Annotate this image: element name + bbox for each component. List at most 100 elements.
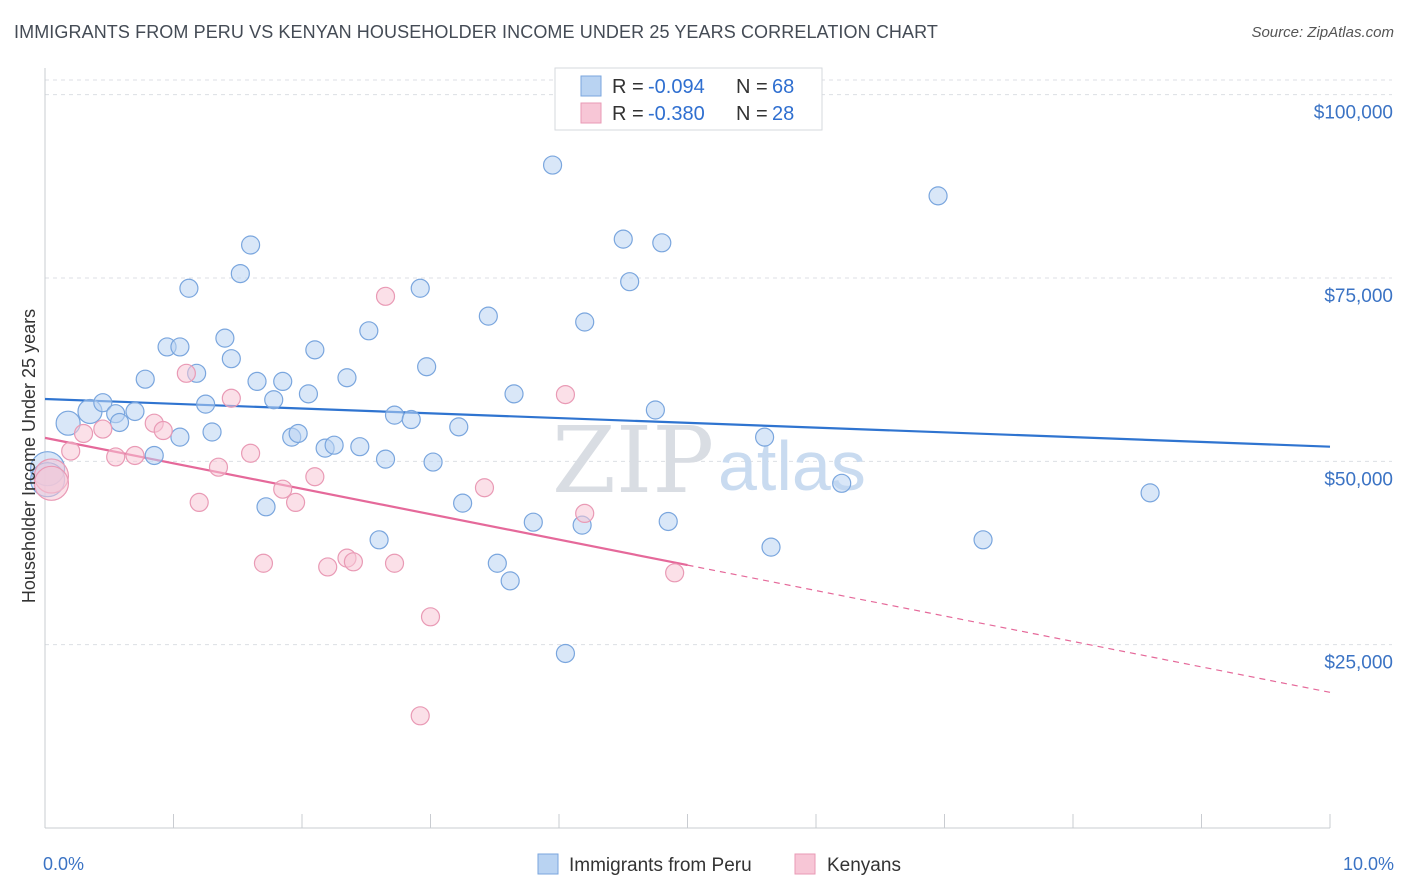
- kenya-point: [410, 706, 430, 726]
- legend-n-label-peru: N =: [736, 76, 768, 98]
- kenya-point: [241, 443, 261, 463]
- bottom-legend-label-peru: Immigrants from Peru: [569, 855, 752, 876]
- trend-line-0: [44, 397, 1331, 448]
- peru-point: [256, 497, 276, 517]
- chart-title: IMMIGRANTS FROM PERU VS KENYAN HOUSEHOLD…: [14, 22, 939, 42]
- peru-point: [973, 530, 993, 550]
- peru-point: [109, 412, 130, 433]
- peru-point: [375, 449, 396, 469]
- kenya-point: [273, 479, 293, 499]
- peru-point: [555, 643, 576, 664]
- peru-point: [55, 410, 81, 436]
- y-tick-label: $50,000: [1324, 469, 1393, 490]
- peru-point: [135, 369, 155, 389]
- x-tick-label-min: 0.0%: [43, 854, 84, 874]
- peru-point: [179, 278, 199, 298]
- kenya-point: [474, 478, 495, 498]
- peru-point: [93, 393, 113, 413]
- peru-point: [423, 452, 443, 472]
- watermark: ZIP atlas: [552, 407, 866, 514]
- watermark-atlas: atlas: [718, 427, 866, 505]
- y-tick-label: $75,000: [1324, 286, 1393, 307]
- kenya-point: [176, 363, 196, 383]
- kenya-point: [285, 492, 306, 512]
- y-tick-label: $25,000: [1324, 653, 1393, 674]
- kenya-point: [33, 465, 70, 501]
- bottom-legend-label-kenya: Kenyans: [827, 855, 901, 876]
- peru-point: [273, 371, 293, 391]
- peru-point: [754, 427, 775, 447]
- peru-point: [410, 278, 430, 298]
- bottom-legend-swatch-peru: [537, 853, 559, 875]
- trend-line-dashed-1: [687, 564, 1331, 693]
- y-tick-label: $100,000: [1314, 103, 1393, 124]
- peru-point: [613, 229, 633, 249]
- source-label: Source: ZipAtlas.com: [1251, 24, 1394, 41]
- peru-point: [288, 423, 308, 444]
- peru-point: [305, 340, 325, 360]
- kenya-point: [253, 553, 274, 573]
- peru-point: [359, 321, 379, 341]
- legend-swatch-kenya: [580, 102, 602, 124]
- peru-point: [369, 530, 389, 550]
- axes-layer: $25,000 $50,000 $75,000 $100,000 0.0% 10.0%: [43, 68, 1394, 874]
- peru-point: [350, 437, 370, 457]
- peru-point: [575, 312, 595, 332]
- legend-r-label-kenya: R =: [612, 103, 644, 125]
- peru-point: [652, 233, 672, 253]
- legend-n-value-kenya: 28: [772, 103, 794, 125]
- peru-point: [170, 337, 190, 357]
- legend-r-value-peru: -0.094: [648, 76, 705, 98]
- peru-point: [1140, 483, 1160, 503]
- peru-point: [221, 349, 241, 369]
- peru-point: [645, 400, 665, 420]
- kenya-point: [189, 492, 209, 512]
- peru-point: [337, 368, 357, 388]
- kenya-point: [208, 457, 229, 477]
- kenya-point: [384, 553, 405, 573]
- legend-box: R = -0.094 N = 68 R = -0.380 N = 28: [554, 67, 823, 131]
- kenya-point: [343, 552, 363, 572]
- grid-layer: [45, 79, 1392, 646]
- kenya-point: [93, 419, 113, 439]
- watermark-zip: ZIP: [552, 407, 714, 514]
- peru-point: [928, 186, 948, 206]
- kenya-point: [665, 563, 685, 583]
- peru-point: [504, 384, 524, 404]
- points-layer: [29, 155, 1160, 726]
- kenya-point: [61, 441, 81, 461]
- peru-point: [230, 264, 250, 284]
- peru-point: [196, 394, 216, 414]
- kenya-point: [375, 286, 396, 306]
- legend-n-label-kenya: N =: [736, 103, 768, 125]
- bottom-legend-swatch-kenya: [794, 853, 816, 875]
- peru-point: [247, 371, 267, 391]
- kenya-point: [420, 607, 441, 627]
- peru-point: [523, 512, 543, 532]
- peru-point: [384, 405, 405, 425]
- kenya-point: [106, 447, 126, 467]
- legend-r-value-kenya: -0.380: [648, 103, 705, 125]
- kenya-point: [153, 420, 173, 441]
- peru-point: [401, 409, 421, 430]
- x-tick-label-max: 10.0%: [1343, 854, 1394, 874]
- peru-point: [202, 422, 222, 442]
- peru-point: [832, 473, 852, 493]
- legend-n-value-peru: 68: [772, 76, 794, 98]
- peru-point: [125, 401, 145, 422]
- y-axis-title: Householder Income Under 25 years: [19, 309, 39, 603]
- peru-point: [298, 384, 319, 404]
- kenya-point: [318, 557, 338, 577]
- peru-point: [542, 155, 563, 175]
- peru-point: [170, 427, 190, 447]
- peru-point: [500, 571, 520, 591]
- kenya-point: [125, 445, 145, 466]
- kenya-point: [305, 467, 325, 487]
- peru-point: [487, 553, 507, 573]
- peru-point: [478, 306, 498, 326]
- peru-point: [417, 357, 437, 377]
- bottom-legend: Immigrants from Peru Kenyans: [537, 853, 901, 876]
- peru-point: [144, 445, 164, 466]
- kenya-point: [555, 385, 576, 405]
